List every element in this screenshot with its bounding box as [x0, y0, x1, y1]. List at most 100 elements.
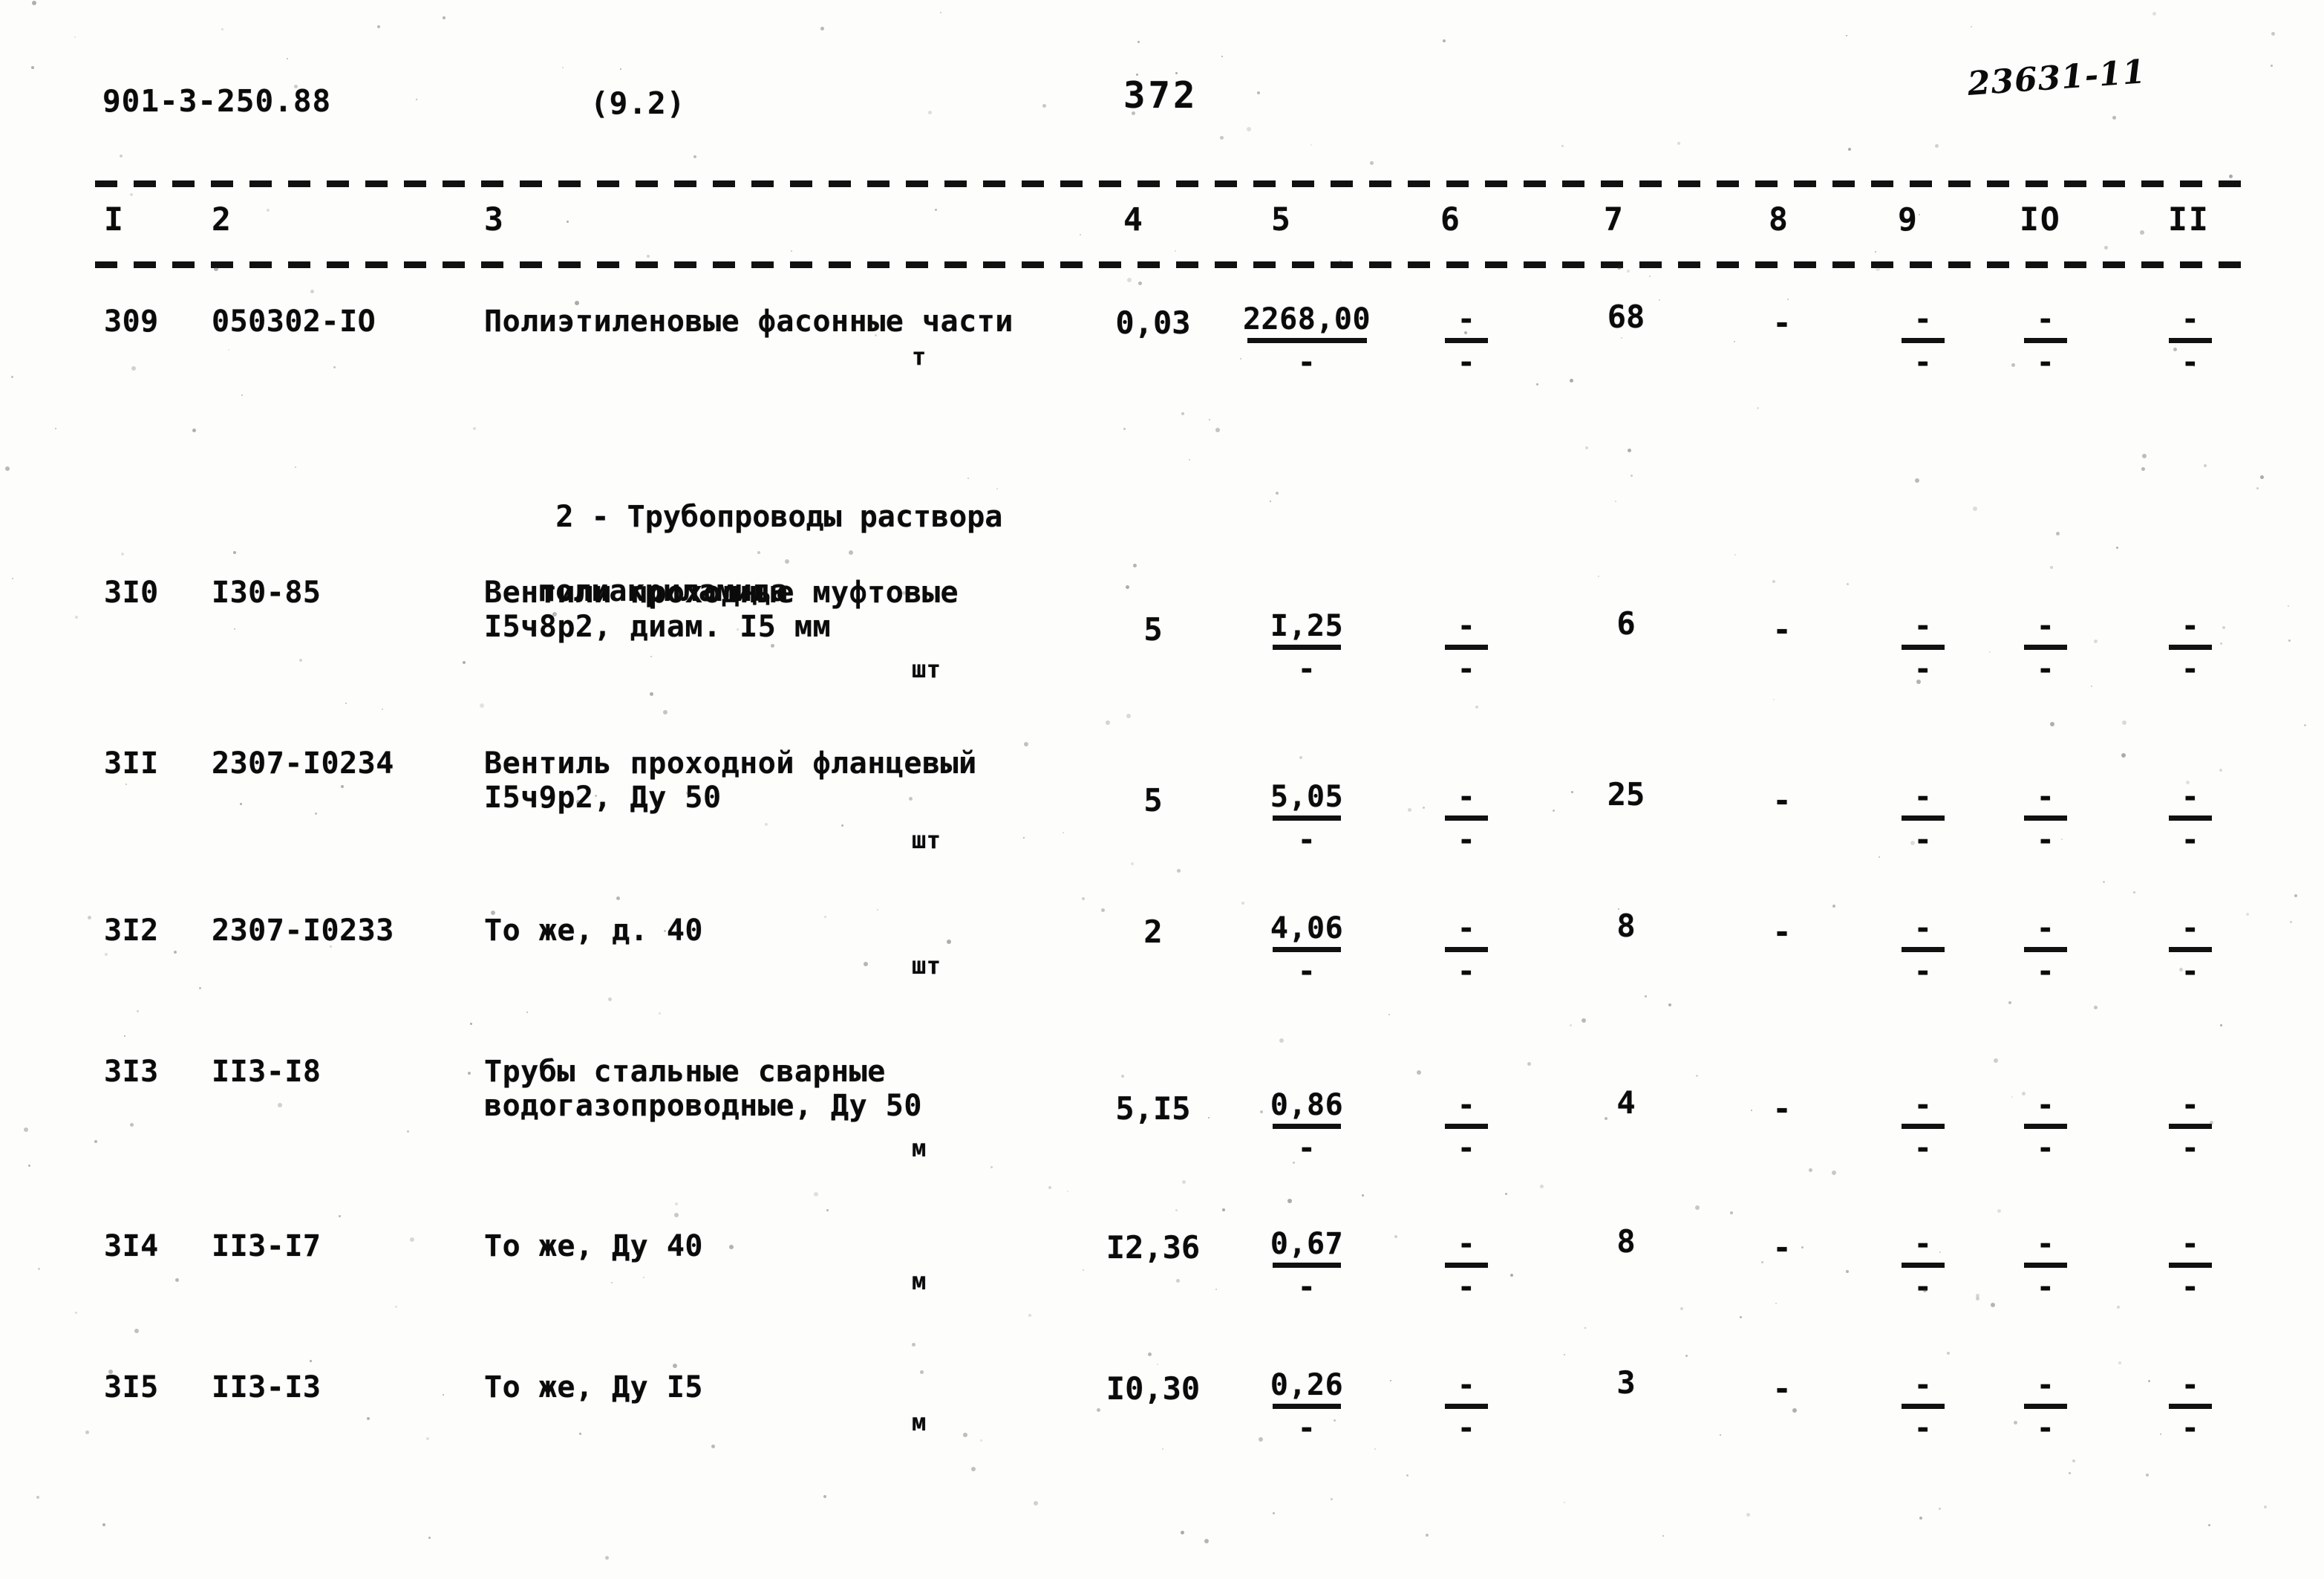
row-col5-value-numerator: 4,06	[1270, 911, 1344, 945]
row-col9-value-denominator: -	[1913, 823, 1933, 857]
row-col6-value: --	[1426, 305, 1507, 377]
row-resource-code: II3-I3	[212, 1370, 321, 1404]
row-resource-code: 050302-IO	[212, 305, 376, 339]
row-col9-value: --	[1882, 1370, 1964, 1443]
row-col5-value-bar	[1273, 1263, 1341, 1268]
row-unit-of-measure: м	[912, 1408, 927, 1436]
row-position-number: 3I5	[104, 1370, 159, 1404]
row-col11-value-denominator: -	[2181, 652, 2200, 686]
row-col10-value: --	[2005, 914, 2086, 986]
row-col5-value-denominator: -	[1297, 954, 1316, 989]
row-col5-value-numerator: 2268,00	[1242, 302, 1371, 336]
row-col9-value: --	[1882, 782, 1964, 855]
row-col9-value-numerator: -	[1913, 1088, 1933, 1122]
column-header-4: 4	[1123, 201, 1144, 238]
row-description: То же, д. 40	[484, 914, 703, 948]
row-col5-value: 5,05 -	[1236, 782, 1377, 855]
row-col11-value-bar	[2169, 338, 2212, 343]
column-header-3: 3	[484, 201, 505, 238]
row-col6-value-bar	[1445, 338, 1488, 343]
column-header-1: I	[104, 201, 125, 238]
row-col10-value: --	[2005, 1090, 2086, 1163]
row-col10-value-bar	[2024, 1124, 2067, 1129]
row-col9-value-numerator: -	[1913, 911, 1933, 945]
row-col9-value-denominator: -	[1913, 1131, 1933, 1165]
column-header-11: II	[2168, 201, 2210, 238]
row-col6-value-numerator: -	[1457, 911, 1476, 945]
row-col5-value: I,25 -	[1236, 611, 1377, 684]
row-col10-value-numerator: -	[2036, 780, 2055, 814]
row-col9-value-denominator: -	[1913, 954, 1933, 989]
row-col9-value-numerator: -	[1913, 780, 1933, 814]
row-quantity: 2	[1143, 914, 1163, 950]
handwritten-archive-note: 23631-11	[1966, 53, 2147, 103]
row-col10-value-denominator: -	[2036, 1411, 2055, 1445]
row-col11-value: --	[2150, 1229, 2231, 1302]
row-position-number: 3I2	[104, 914, 159, 948]
row-col5-value-bar	[1273, 1404, 1341, 1409]
row-position-number: 3I4	[104, 1229, 159, 1263]
column-header-10: IO	[2020, 201, 2061, 238]
row-col10-value-numerator: -	[2036, 1088, 2055, 1122]
row-col11-value-denominator: -	[2181, 345, 2200, 380]
row-col10-value-numerator: -	[2036, 609, 2055, 643]
row-quantity: 5	[1143, 611, 1163, 648]
row-col6-value: --	[1426, 1229, 1507, 1302]
row-col5-value-denominator: -	[1297, 652, 1316, 686]
row-col5-value: 2268,00 -	[1236, 305, 1377, 377]
row-col11-value-bar	[2169, 645, 2212, 650]
row-col6-value-denominator: -	[1457, 823, 1476, 857]
row-col11-value: --	[2150, 1090, 2231, 1163]
row-col11-value: --	[2150, 914, 2231, 986]
row-quantity: 0,03	[1115, 305, 1191, 341]
row-col9-value-denominator: -	[1913, 652, 1933, 686]
table-top-rule	[95, 180, 2241, 187]
row-col5-value-numerator: 0,67	[1270, 1227, 1344, 1261]
page-number: 372	[1123, 74, 1198, 117]
row-col10-value-numerator: -	[2036, 1368, 2055, 1402]
column-header-2: 2	[212, 201, 232, 238]
row-col7-value: 68	[1607, 299, 1645, 335]
row-col9-value-numerator: -	[1913, 609, 1933, 643]
column-header-6: 6	[1440, 201, 1461, 238]
row-col9-value: --	[1882, 914, 1964, 986]
row-col11-value-denominator: -	[2181, 1411, 2200, 1445]
row-description-line-2: I5ч9р2, Ду 50	[484, 781, 722, 815]
row-col10-value-bar	[2024, 947, 2067, 952]
row-unit-of-measure: шт	[912, 951, 941, 980]
row-description: Полиэтиленовые фасонные части	[484, 305, 1014, 339]
row-unit-of-measure: м	[912, 1134, 927, 1162]
row-col9-value: --	[1882, 305, 1964, 377]
row-col9-value-bar	[1902, 815, 1945, 821]
row-col10-value-denominator: -	[2036, 823, 2055, 857]
row-col9-value-bar	[1902, 1404, 1945, 1409]
row-col6-value-numerator: -	[1457, 302, 1476, 336]
row-col9-value-numerator: -	[1913, 1227, 1933, 1261]
row-col10-value: --	[2005, 305, 2086, 377]
row-col7-value: 8	[1616, 908, 1636, 944]
row-col10-value-bar	[2024, 645, 2067, 650]
row-col8-value: -	[1772, 1090, 1792, 1127]
row-col6-value-denominator: -	[1457, 652, 1476, 686]
row-col5-value-bar	[1247, 338, 1367, 343]
row-col8-value: -	[1772, 782, 1792, 818]
row-col10-value-bar	[2024, 1404, 2067, 1409]
row-col11-value-numerator: -	[2181, 1368, 2200, 1402]
row-col5-value-numerator: 0,26	[1270, 1368, 1344, 1402]
table-header-bottom-rule	[95, 261, 2241, 268]
row-col9-value-numerator: -	[1913, 1368, 1933, 1402]
row-col11-value-bar	[2169, 947, 2212, 952]
row-col9-value: --	[1882, 1229, 1964, 1302]
row-quantity: I0,30	[1106, 1370, 1201, 1407]
row-col11-value-numerator: -	[2181, 1227, 2200, 1261]
row-col11-value-numerator: -	[2181, 1088, 2200, 1122]
row-col6-value-bar	[1445, 815, 1488, 821]
row-col10-value-denominator: -	[2036, 1270, 2055, 1304]
section-heading-line-1: 2 - Трубопроводы раствора	[555, 500, 1003, 534]
row-col5-value-denominator: -	[1297, 1411, 1316, 1445]
row-col11-value-bar	[2169, 1124, 2212, 1129]
row-col5-value-denominator: -	[1297, 1270, 1316, 1304]
row-col11-value-bar	[2169, 815, 2212, 821]
row-col6-value: --	[1426, 611, 1507, 684]
row-col8-value: -	[1772, 1229, 1792, 1266]
